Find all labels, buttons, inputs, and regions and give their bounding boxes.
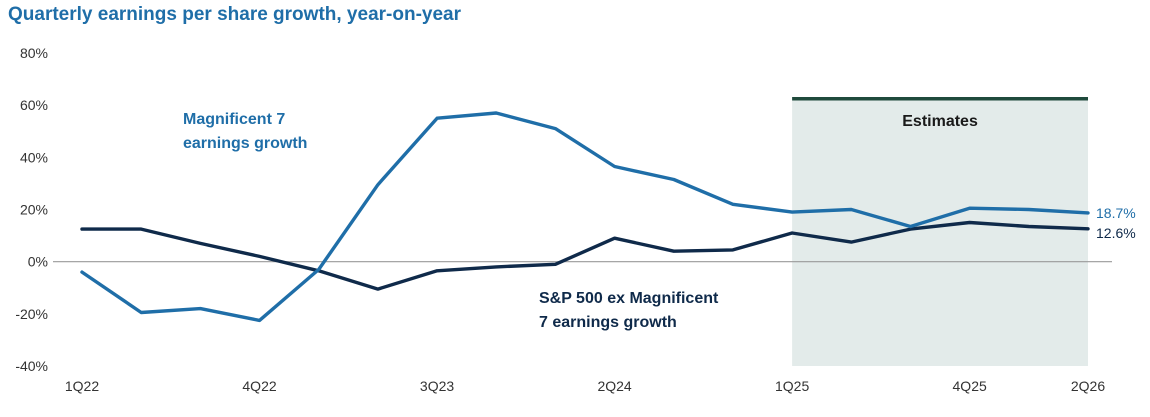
sp500-series-label-line1: S&P 500 ex Magnificent (539, 290, 719, 307)
chart-title: Quarterly earnings per share growth, yea… (8, 4, 461, 25)
y-axis: 80% 60% 40% 20% 0% -20% -40% (15, 45, 48, 374)
y-tick-label: -20% (15, 306, 48, 322)
series-line-mag7 (80, 111, 1090, 323)
y-tick-label: 40% (20, 149, 48, 165)
end-value-label-mag7: 18.7% (1096, 205, 1136, 221)
x-tick-label: 2Q24 (597, 378, 631, 394)
y-tick-label: 80% (20, 45, 48, 61)
y-tick-label: 20% (20, 202, 48, 218)
estimates-band (792, 98, 1088, 366)
x-tick-label: 2Q26 (1071, 378, 1105, 394)
mag7-series-label-line1: Magnificent 7 (183, 111, 285, 128)
x-axis: 1Q22 4Q22 3Q23 2Q24 1Q25 4Q25 2Q26 (65, 378, 1105, 394)
x-tick-label: 3Q23 (420, 378, 454, 394)
y-tick-label: 0% (28, 254, 48, 270)
mag7-series-label-line2: earnings growth (183, 135, 307, 152)
series-group: 18.7% 12.6% (80, 111, 1136, 323)
x-tick-label: 1Q22 (65, 378, 99, 394)
end-value-label-sp500-ex-mag7: 12.6% (1096, 225, 1136, 241)
estimates-top-bar (792, 97, 1088, 101)
series-line-sp500-ex-mag7 (80, 220, 1090, 291)
x-tick-label: 4Q22 (242, 378, 276, 394)
estimates-label: Estimates (902, 113, 978, 130)
sp500-series-label-line2: 7 earnings growth (539, 314, 677, 331)
x-tick-label: 4Q25 (953, 378, 987, 394)
x-tick-label: 1Q25 (775, 378, 809, 394)
y-tick-label: 60% (20, 97, 48, 113)
y-tick-label: -40% (15, 358, 48, 374)
